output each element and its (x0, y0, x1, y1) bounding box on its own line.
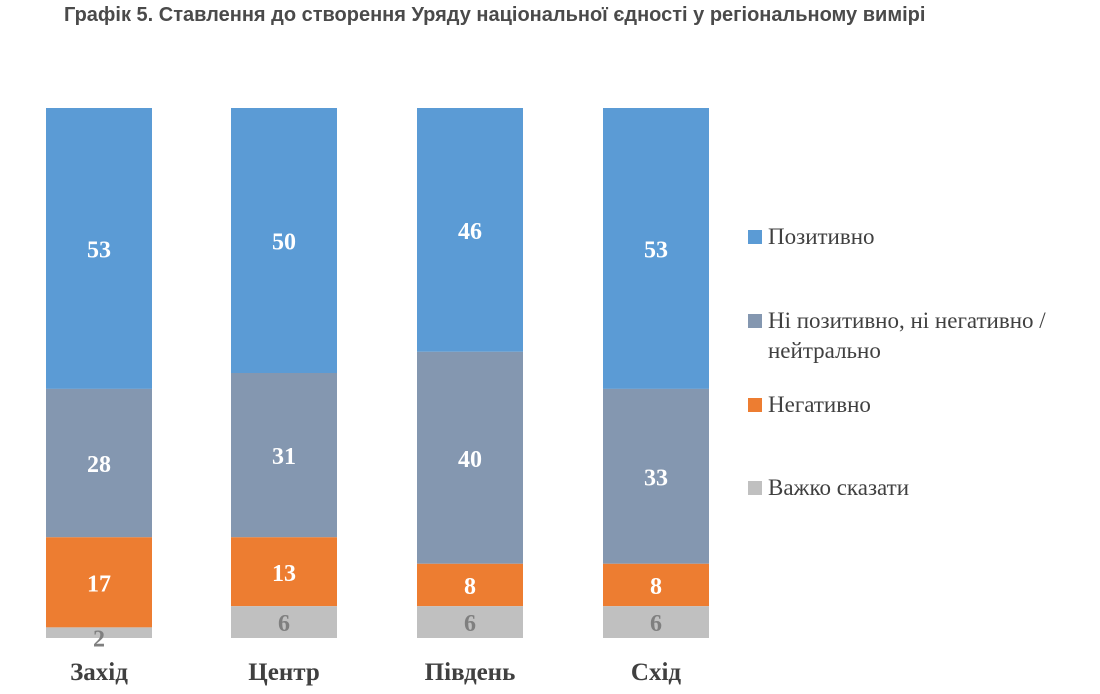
data-label-hard-0: 2 (93, 627, 105, 653)
bar-segment-hard-3 (603, 606, 709, 638)
bar-segment-hard-0 (46, 627, 152, 638)
bar-segment-hard-1 (231, 606, 337, 638)
data-label-hard-2: 6 (464, 611, 476, 637)
legend-item-neutral: Ні позитивно, ні негативно / нейтрально (748, 306, 1088, 366)
bar-segment-neutral-2 (417, 351, 523, 564)
bar-segment-negative-0 (46, 537, 152, 628)
legend-item-negative: Негативно (748, 390, 1088, 420)
bar-segment-positive-3 (603, 108, 709, 389)
data-label-neutral-1: 31 (272, 444, 296, 470)
data-label-neutral-0: 28 (87, 452, 111, 478)
bar-segment-neutral-1 (231, 373, 337, 538)
bar-segment-neutral-0 (46, 388, 152, 538)
bar-segment-neutral-3 (603, 388, 709, 564)
bar-segment-positive-2 (417, 108, 523, 352)
data-label-neutral-3: 33 (644, 465, 668, 491)
data-label-positive-0: 53 (87, 237, 111, 263)
category-label-2: Південь (425, 659, 516, 686)
legend-item-positive: Позитивно (748, 222, 1088, 252)
category-label-1: Центр (248, 659, 319, 686)
legend-swatch-hard (748, 481, 762, 495)
data-label-negative-1: 13 (272, 561, 296, 587)
legend-label-neutral: Ні позитивно, ні негативно / нейтрально (768, 308, 1046, 363)
legend-label-hard: Важко сказати (768, 475, 909, 500)
legend-swatch-positive (748, 230, 762, 244)
legend-label-negative: Негативно (768, 392, 871, 417)
bar-segment-negative-1 (231, 537, 337, 607)
chart-title: Графік 5. Ставлення до створення Уряду н… (64, 4, 926, 26)
category-label-3: Схід (631, 659, 682, 686)
data-label-positive-3: 53 (644, 237, 668, 263)
data-label-hard-3: 6 (650, 611, 662, 637)
data-label-hard-1: 6 (278, 611, 290, 637)
bar-segment-positive-0 (46, 108, 152, 389)
data-label-negative-3: 8 (650, 574, 662, 600)
bar-segment-negative-2 (417, 563, 523, 607)
bar-segment-negative-3 (603, 563, 709, 607)
legend-swatch-neutral (748, 314, 762, 328)
bar-segment-hard-2 (417, 606, 523, 638)
data-label-positive-2: 46 (458, 219, 482, 245)
data-label-neutral-2: 40 (458, 447, 482, 473)
legend-item-hard: Важко сказати (748, 473, 1088, 503)
bar-segment-positive-1 (231, 108, 337, 373)
data-label-negative-2: 8 (464, 574, 476, 600)
legend-swatch-negative (748, 398, 762, 412)
category-label-0: Захід (70, 659, 128, 686)
data-label-positive-1: 50 (272, 230, 296, 256)
data-label-negative-0: 17 (87, 571, 111, 597)
legend-label-positive: Позитивно (768, 224, 875, 249)
